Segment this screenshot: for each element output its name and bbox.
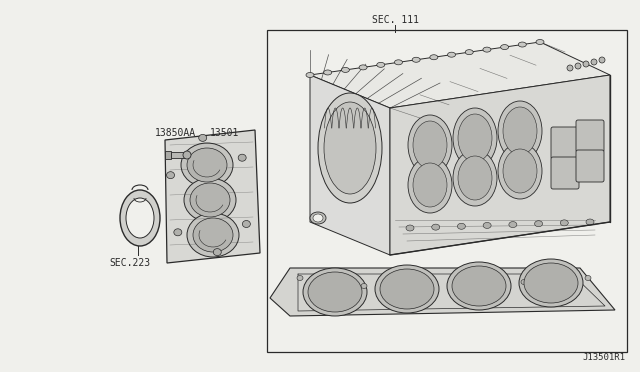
- Ellipse shape: [324, 70, 332, 75]
- Ellipse shape: [575, 63, 581, 69]
- Ellipse shape: [585, 276, 591, 280]
- Ellipse shape: [534, 221, 543, 227]
- Ellipse shape: [243, 221, 250, 228]
- Ellipse shape: [458, 114, 492, 162]
- Ellipse shape: [359, 65, 367, 70]
- FancyBboxPatch shape: [551, 127, 579, 159]
- Ellipse shape: [503, 149, 537, 193]
- Ellipse shape: [190, 183, 230, 217]
- Ellipse shape: [187, 148, 227, 182]
- Ellipse shape: [306, 73, 314, 77]
- Ellipse shape: [198, 134, 207, 141]
- Ellipse shape: [238, 154, 246, 161]
- Ellipse shape: [447, 262, 511, 310]
- Ellipse shape: [458, 223, 465, 229]
- Ellipse shape: [524, 263, 578, 303]
- Ellipse shape: [498, 101, 542, 161]
- Ellipse shape: [453, 150, 497, 206]
- Ellipse shape: [567, 65, 573, 71]
- Ellipse shape: [120, 190, 160, 246]
- Ellipse shape: [453, 108, 497, 168]
- Ellipse shape: [361, 283, 367, 289]
- Ellipse shape: [503, 107, 537, 155]
- Polygon shape: [165, 151, 171, 159]
- Ellipse shape: [184, 178, 236, 222]
- Polygon shape: [270, 268, 615, 316]
- FancyBboxPatch shape: [551, 157, 579, 189]
- Ellipse shape: [313, 214, 323, 222]
- Ellipse shape: [432, 224, 440, 230]
- Ellipse shape: [377, 62, 385, 67]
- Ellipse shape: [318, 93, 382, 203]
- Ellipse shape: [408, 157, 452, 213]
- Ellipse shape: [193, 218, 233, 252]
- FancyBboxPatch shape: [576, 150, 604, 182]
- Ellipse shape: [430, 55, 438, 60]
- Ellipse shape: [329, 279, 335, 285]
- Ellipse shape: [393, 276, 399, 280]
- Ellipse shape: [521, 279, 527, 285]
- Ellipse shape: [447, 52, 456, 57]
- Ellipse shape: [297, 276, 303, 280]
- Ellipse shape: [458, 156, 492, 200]
- Ellipse shape: [583, 61, 589, 67]
- Ellipse shape: [498, 143, 542, 199]
- Ellipse shape: [452, 266, 506, 306]
- Ellipse shape: [310, 212, 326, 224]
- Polygon shape: [390, 75, 610, 255]
- Ellipse shape: [341, 67, 349, 73]
- Ellipse shape: [406, 225, 414, 231]
- Ellipse shape: [553, 283, 559, 289]
- Text: 13501: 13501: [211, 128, 240, 138]
- Ellipse shape: [509, 222, 517, 228]
- Ellipse shape: [560, 220, 568, 226]
- Ellipse shape: [591, 59, 597, 65]
- Ellipse shape: [586, 219, 594, 225]
- Text: J13501R1: J13501R1: [582, 353, 625, 362]
- Ellipse shape: [413, 163, 447, 207]
- Ellipse shape: [500, 45, 509, 49]
- Polygon shape: [310, 75, 390, 255]
- Ellipse shape: [375, 265, 439, 313]
- Ellipse shape: [126, 198, 154, 238]
- Text: SEC. 111: SEC. 111: [371, 15, 419, 25]
- Ellipse shape: [536, 39, 544, 45]
- Ellipse shape: [308, 272, 362, 312]
- Ellipse shape: [324, 102, 376, 194]
- Text: SEC.223: SEC.223: [109, 258, 150, 268]
- Ellipse shape: [166, 171, 175, 179]
- FancyBboxPatch shape: [576, 120, 604, 152]
- Ellipse shape: [183, 151, 191, 159]
- Ellipse shape: [213, 248, 221, 256]
- Ellipse shape: [599, 57, 605, 63]
- Ellipse shape: [457, 283, 463, 289]
- Ellipse shape: [518, 42, 526, 47]
- Ellipse shape: [380, 269, 434, 309]
- Ellipse shape: [519, 259, 583, 307]
- Ellipse shape: [412, 57, 420, 62]
- Ellipse shape: [408, 115, 452, 175]
- Polygon shape: [165, 130, 260, 263]
- Ellipse shape: [181, 143, 233, 187]
- Ellipse shape: [465, 49, 473, 55]
- Ellipse shape: [187, 213, 239, 257]
- Ellipse shape: [174, 229, 182, 236]
- Polygon shape: [310, 42, 610, 108]
- Ellipse shape: [489, 276, 495, 280]
- Ellipse shape: [394, 60, 403, 65]
- Ellipse shape: [483, 222, 491, 228]
- Ellipse shape: [303, 268, 367, 316]
- Ellipse shape: [483, 47, 491, 52]
- Polygon shape: [171, 152, 185, 158]
- Ellipse shape: [413, 121, 447, 169]
- Text: 13850AA: 13850AA: [154, 128, 196, 138]
- Ellipse shape: [425, 279, 431, 285]
